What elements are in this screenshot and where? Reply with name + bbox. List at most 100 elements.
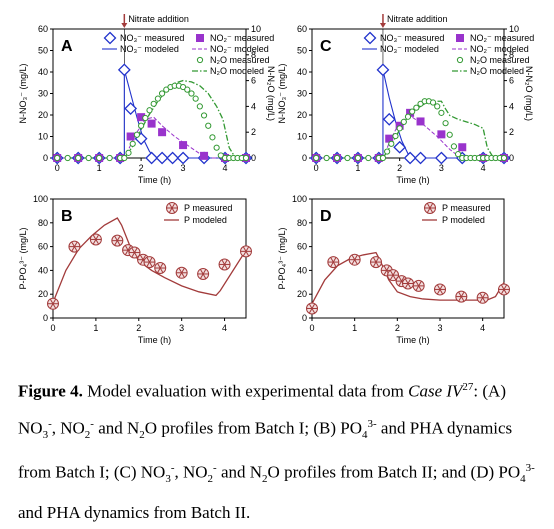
legend-marker	[196, 34, 204, 42]
caption-text: and N	[216, 462, 263, 482]
series-line	[316, 100, 504, 159]
data-point	[166, 151, 179, 165]
p-marker-spoke	[404, 278, 412, 289]
y-tick-label: 60	[38, 242, 48, 252]
data-point	[476, 291, 489, 304]
y-right-tick-label: 8	[251, 50, 256, 60]
data-point	[155, 151, 169, 165]
p-marker-spoke	[124, 245, 132, 256]
data-point	[323, 154, 330, 162]
legend-label: N₂O measured	[210, 55, 270, 65]
y-right-tick-label: 4	[251, 101, 256, 111]
p-marker-spoke	[157, 263, 164, 274]
legend-marker	[424, 202, 436, 214]
data-point	[500, 154, 508, 162]
data-point	[348, 253, 361, 266]
legend-label: N₂O modeled	[210, 66, 264, 76]
panel-letter: C	[320, 38, 332, 55]
data-point	[437, 130, 446, 139]
data-point	[85, 154, 92, 162]
data-point	[150, 100, 157, 107]
x-tick-label: 2	[136, 323, 141, 333]
legend-marker	[456, 34, 464, 42]
data-point	[146, 107, 153, 114]
legend-label: N₂O measured	[470, 55, 530, 65]
x-tick-label: 2	[397, 163, 402, 173]
x-tick-label: 4	[222, 323, 227, 333]
x-tick-label: 2	[395, 323, 400, 333]
data-point	[137, 113, 146, 122]
legend-label: NO₃⁻ modeled	[380, 44, 439, 54]
caption-sub: 2	[139, 428, 145, 441]
caption-text: , NO	[51, 418, 85, 438]
data-point	[133, 131, 141, 138]
y-tick-label: 0	[302, 153, 307, 163]
data-point	[147, 119, 156, 128]
caption-sub: 3	[42, 428, 49, 441]
caption-sub: 3	[165, 472, 171, 485]
data-point	[125, 149, 132, 156]
p-marker-spoke	[426, 202, 434, 214]
legend-marker	[103, 31, 117, 45]
data-point	[121, 154, 128, 162]
p-marker-spoke	[479, 292, 486, 303]
x-tick-label: 4	[223, 163, 228, 173]
data-point	[117, 63, 131, 77]
p-marker-spoke	[398, 276, 405, 287]
figure-caption: Figure 4. Model evaluation with experime…	[18, 371, 542, 529]
legend-label: NO₂⁻ modeled	[470, 44, 529, 54]
caption-ref: 27	[462, 381, 474, 393]
data-point	[414, 151, 427, 165]
data-point	[379, 154, 387, 162]
y-tick-label: 50	[38, 46, 48, 56]
data-point	[192, 95, 199, 102]
data-point	[179, 141, 188, 150]
data-point	[218, 258, 231, 271]
nitrate-arrow-head	[379, 23, 386, 28]
x-tick-label: 1	[355, 163, 360, 173]
caption-sub: 4	[520, 472, 526, 485]
data-point	[333, 154, 341, 162]
x-tick-label: 0	[309, 323, 314, 333]
p-marker-spoke	[131, 247, 138, 258]
data-point	[205, 122, 212, 129]
data-point	[89, 233, 102, 246]
caption-sup: -	[170, 461, 175, 474]
p-marker-spoke	[372, 257, 380, 268]
y-axis-label: P-PO₄³⁻ (mg/L)	[277, 228, 287, 290]
data-point	[96, 154, 103, 162]
y-tick-label: 100	[292, 194, 307, 204]
data-point	[382, 112, 396, 126]
p-marker-spoke	[351, 254, 358, 265]
p-marker-spoke	[178, 267, 185, 278]
p-marker-spoke	[168, 202, 176, 214]
data-point	[446, 131, 453, 138]
data-point	[416, 117, 425, 126]
y-tick-label: 20	[297, 110, 307, 120]
data-point	[392, 132, 399, 140]
data-point	[384, 148, 391, 155]
legend-label: NO₂⁻ modeled	[210, 44, 269, 54]
caption-text: and PHA dynamics from Batch II.	[18, 502, 251, 522]
data-point	[442, 120, 449, 127]
x-tick-label: 4	[481, 163, 486, 173]
x-tick-label: 0	[50, 323, 55, 333]
data-point	[434, 283, 446, 296]
x-tick-label: 0	[55, 163, 60, 173]
y-tick-label: 0	[302, 313, 307, 323]
y-tick-label: 0	[43, 313, 48, 323]
legend-label: P measured	[442, 203, 490, 213]
x-tick-label: 4	[480, 323, 485, 333]
data-point	[385, 134, 394, 143]
x-tick-label: 2	[139, 163, 144, 173]
data-point	[64, 154, 71, 162]
legend-label: N₂O modeled	[470, 66, 524, 76]
caption-sup: -	[213, 461, 217, 474]
data-point	[327, 256, 340, 269]
caption-text: O profiles from Batch II; and (D) PO	[267, 462, 521, 482]
y-tick-label: 60	[297, 24, 307, 34]
caption-sub: 2	[262, 472, 268, 485]
data-point	[154, 262, 167, 275]
y-tick-label: 40	[297, 67, 307, 77]
